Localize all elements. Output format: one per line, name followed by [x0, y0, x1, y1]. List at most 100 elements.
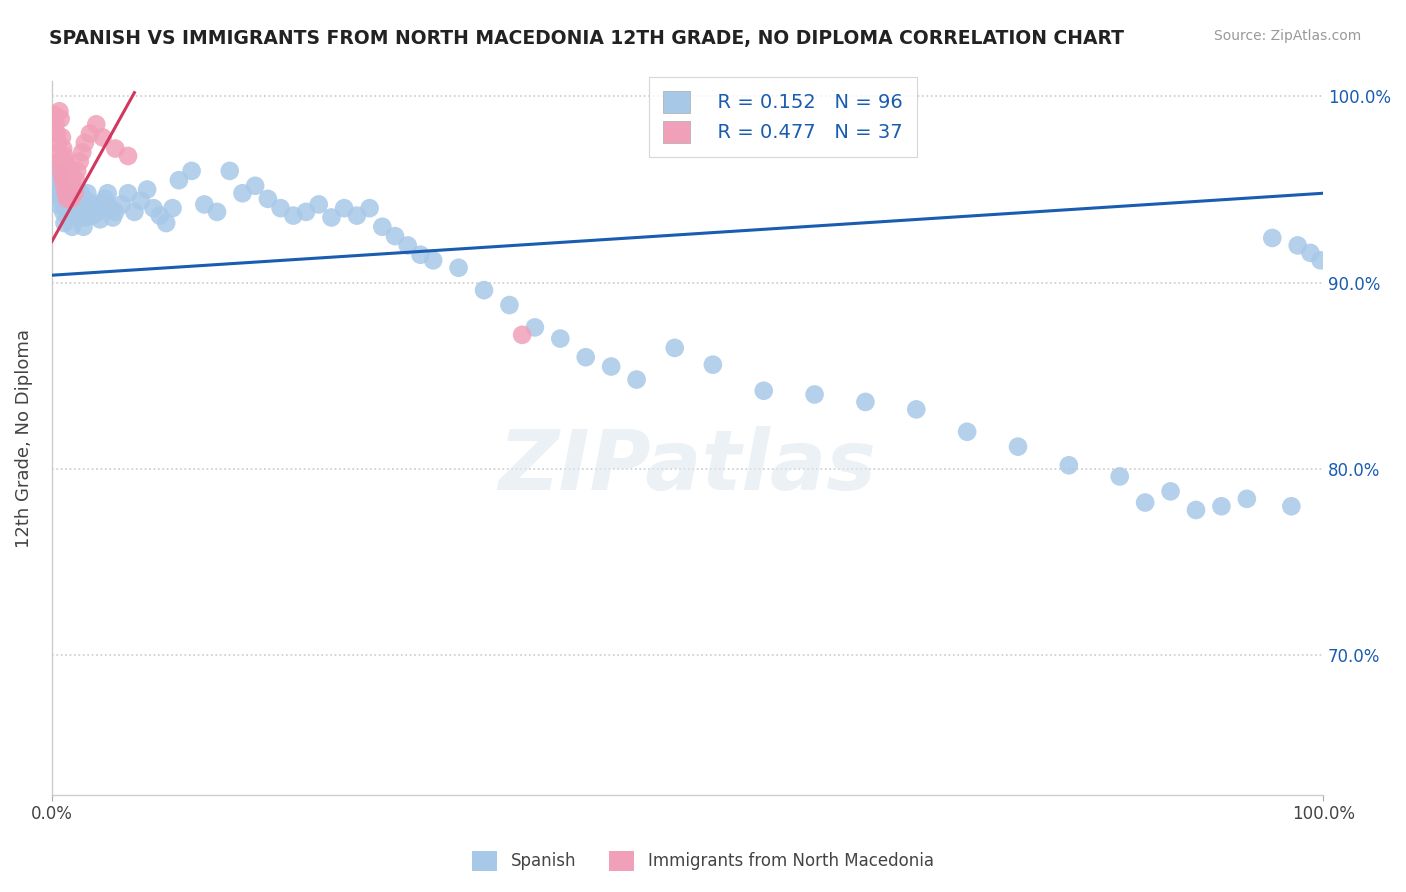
Point — [136, 182, 159, 196]
Point — [283, 209, 305, 223]
Point — [46, 145, 69, 160]
Point — [1286, 238, 1309, 252]
Point — [396, 238, 419, 252]
Point — [1211, 500, 1233, 514]
Point — [600, 359, 623, 374]
Point — [73, 211, 96, 225]
Point — [44, 108, 66, 122]
Point — [72, 205, 94, 219]
Point — [1279, 500, 1302, 514]
Point — [752, 384, 775, 398]
Point — [359, 201, 381, 215]
Legend: Spanish, Immigrants from North Macedonia: Spanish, Immigrants from North Macedonia — [464, 842, 942, 880]
Point — [664, 341, 686, 355]
Point — [51, 130, 73, 145]
Point — [76, 186, 98, 201]
Point — [1133, 495, 1156, 509]
Point — [72, 219, 94, 234]
Point — [62, 209, 84, 223]
Point — [257, 192, 280, 206]
Point — [48, 154, 70, 169]
Point — [803, 387, 825, 401]
Point — [472, 283, 495, 297]
Point — [193, 197, 215, 211]
Point — [72, 145, 94, 160]
Point — [55, 154, 77, 169]
Point — [59, 197, 82, 211]
Point — [56, 192, 79, 206]
Point — [49, 192, 72, 206]
Point — [60, 173, 83, 187]
Point — [1299, 245, 1322, 260]
Point — [89, 212, 111, 227]
Point — [69, 197, 91, 211]
Point — [550, 332, 572, 346]
Point — [49, 112, 72, 126]
Point — [117, 149, 139, 163]
Point — [231, 186, 253, 201]
Point — [84, 197, 107, 211]
Point — [98, 201, 121, 215]
Point — [70, 186, 93, 201]
Point — [97, 186, 120, 201]
Point — [1057, 458, 1080, 473]
Point — [447, 260, 470, 275]
Point — [58, 205, 80, 219]
Point — [65, 173, 87, 187]
Point — [46, 136, 69, 150]
Point — [56, 160, 79, 174]
Point — [75, 194, 97, 208]
Point — [1261, 231, 1284, 245]
Text: ZIPatlas: ZIPatlas — [499, 426, 876, 508]
Point — [243, 178, 266, 193]
Point — [55, 186, 77, 201]
Point — [65, 190, 87, 204]
Point — [91, 130, 114, 145]
Point — [66, 164, 89, 178]
Point — [575, 350, 598, 364]
Point — [49, 160, 72, 174]
Text: SPANISH VS IMMIGRANTS FROM NORTH MACEDONIA 12TH GRADE, NO DIPLOMA CORRELATION CH: SPANISH VS IMMIGRANTS FROM NORTH MACEDON… — [49, 29, 1125, 47]
Point — [82, 209, 104, 223]
Point — [1309, 253, 1331, 268]
Point — [48, 173, 70, 187]
Point — [60, 219, 83, 234]
Point — [45, 127, 67, 141]
Point — [626, 373, 648, 387]
Point — [905, 402, 928, 417]
Point — [117, 186, 139, 201]
Point — [53, 149, 76, 163]
Point — [73, 136, 96, 150]
Point — [104, 142, 127, 156]
Point — [45, 117, 67, 131]
Point — [1185, 503, 1208, 517]
Point — [270, 201, 292, 215]
Point — [44, 182, 66, 196]
Point — [58, 194, 80, 208]
Point — [69, 154, 91, 169]
Point — [101, 211, 124, 225]
Point — [53, 216, 76, 230]
Point — [94, 192, 117, 206]
Y-axis label: 12th Grade, No Diploma: 12th Grade, No Diploma — [15, 329, 32, 548]
Point — [58, 178, 80, 193]
Point — [956, 425, 979, 439]
Point — [67, 211, 90, 225]
Point — [52, 173, 75, 187]
Point — [62, 182, 84, 196]
Point — [45, 186, 67, 201]
Point — [702, 358, 724, 372]
Point — [79, 201, 101, 215]
Point — [167, 173, 190, 187]
Point — [52, 142, 75, 156]
Point — [510, 327, 533, 342]
Point — [371, 219, 394, 234]
Point — [56, 209, 79, 223]
Point — [45, 164, 67, 178]
Point — [91, 197, 114, 211]
Point — [155, 216, 177, 230]
Point — [79, 127, 101, 141]
Point — [422, 253, 444, 268]
Legend:   R = 0.152   N = 96,   R = 0.477   N = 37: R = 0.152 N = 96, R = 0.477 N = 37 — [650, 77, 917, 157]
Point — [308, 197, 330, 211]
